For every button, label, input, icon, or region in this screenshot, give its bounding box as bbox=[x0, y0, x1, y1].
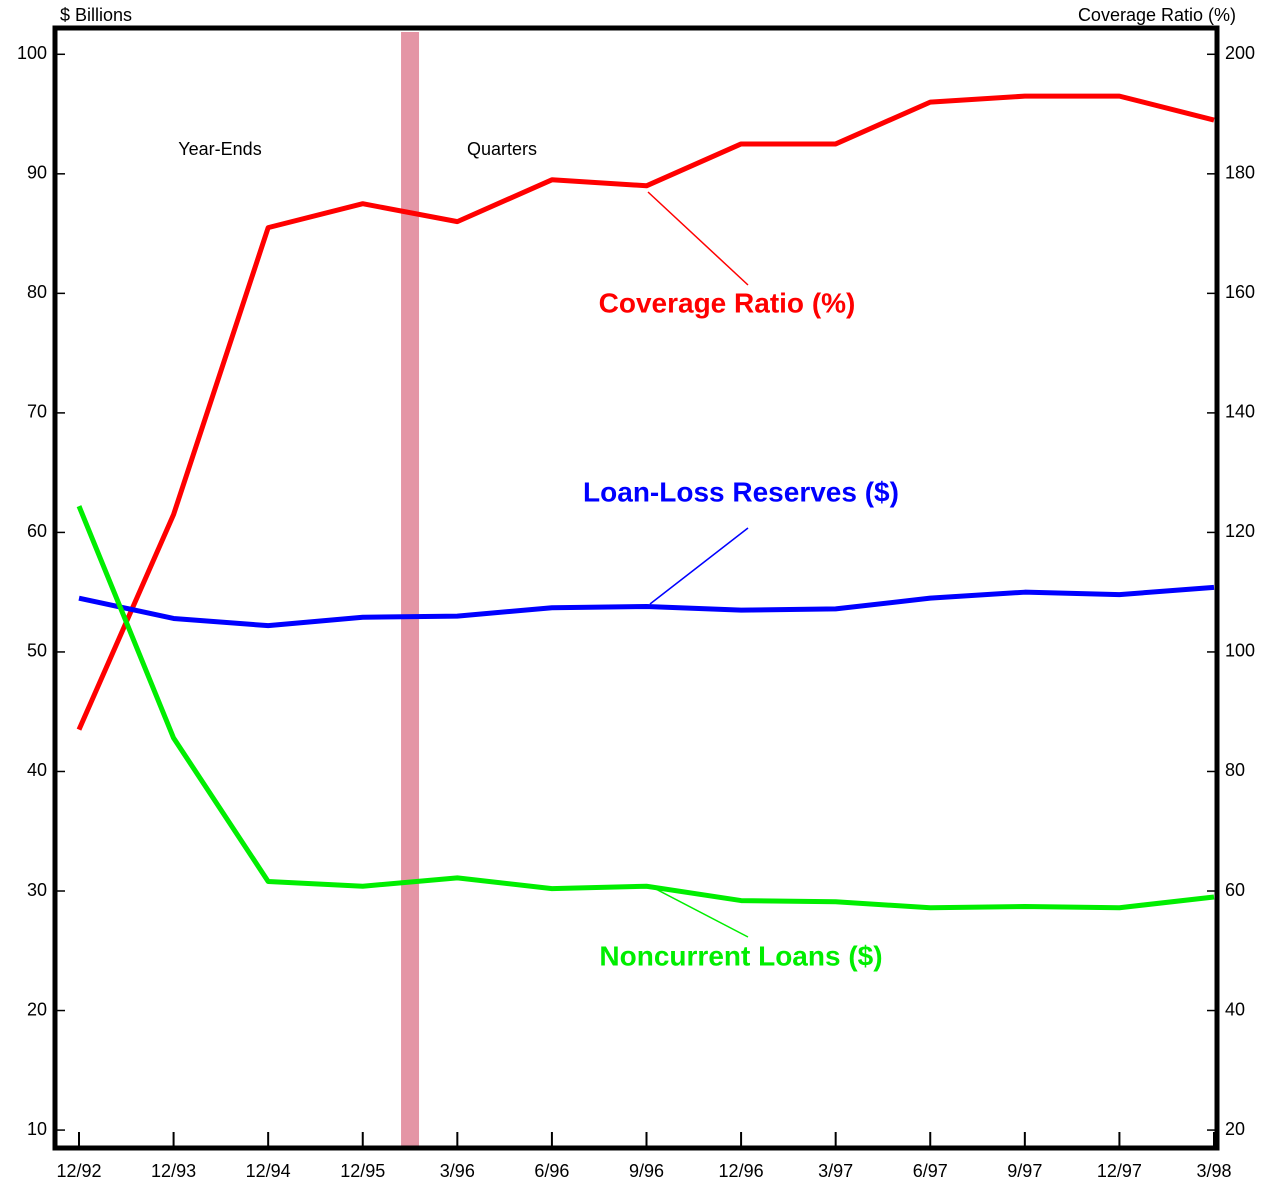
annotation: Quarters bbox=[467, 139, 537, 159]
y2-tick-label: 140 bbox=[1225, 402, 1255, 422]
y2-tick-label: 180 bbox=[1225, 163, 1255, 183]
x-tick-label: 12/92 bbox=[56, 1161, 101, 1181]
y2-tick-label: 40 bbox=[1225, 999, 1245, 1019]
y-tick-label: 30 bbox=[27, 880, 47, 900]
y2-tick-label: 60 bbox=[1225, 880, 1245, 900]
series-line bbox=[78, 584, 1215, 629]
x-tick-label: 12/97 bbox=[1097, 1161, 1142, 1181]
annotation: Year-Ends bbox=[178, 139, 261, 159]
x-tick-label: 12/93 bbox=[151, 1161, 196, 1181]
y-tick-label: 20 bbox=[27, 999, 47, 1019]
plot-frame bbox=[52, 25, 1220, 1151]
x-tick-label: 9/97 bbox=[1007, 1161, 1042, 1181]
y-axis-label: $ Billions bbox=[60, 5, 132, 25]
y-tick-label: 50 bbox=[27, 641, 47, 661]
y-tick-label: 10 bbox=[27, 1119, 47, 1139]
y-tick-label: 100 bbox=[17, 43, 47, 63]
x-tick-label: 12/95 bbox=[340, 1161, 385, 1181]
x-tick-label: 6/96 bbox=[534, 1161, 569, 1181]
y2-tick-label: 160 bbox=[1225, 282, 1255, 302]
series-line bbox=[76, 505, 1215, 911]
y-tick-label: 40 bbox=[27, 760, 47, 780]
y2-tick-label: 20 bbox=[1225, 1119, 1245, 1139]
series-label: Noncurrent Loans ($) bbox=[599, 940, 882, 971]
series-label: Loan-Loss Reserves ($) bbox=[583, 476, 899, 507]
period-divider bbox=[401, 32, 420, 1148]
x-tick-label: 12/96 bbox=[719, 1161, 764, 1181]
x-tick-label: 3/97 bbox=[818, 1161, 853, 1181]
series-line bbox=[76, 93, 1215, 731]
x-tick-label: 12/94 bbox=[246, 1161, 291, 1181]
x-tick-label: 6/97 bbox=[913, 1161, 948, 1181]
x-tick-label: 9/96 bbox=[629, 1161, 664, 1181]
series-label: Coverage Ratio (%) bbox=[599, 287, 856, 318]
leader-line bbox=[647, 191, 749, 286]
y2-tick-label: 100 bbox=[1225, 641, 1255, 661]
x-tick-label: 3/96 bbox=[440, 1161, 475, 1181]
x-tick-label: 3/98 bbox=[1196, 1161, 1231, 1181]
y2-tick-label: 200 bbox=[1225, 43, 1255, 63]
y2-axis-label: Coverage Ratio (%) bbox=[1078, 5, 1236, 25]
leader-line bbox=[649, 527, 749, 605]
y2-tick-label: 80 bbox=[1225, 760, 1245, 780]
leader-line bbox=[649, 885, 749, 938]
y-tick-label: 90 bbox=[27, 163, 47, 183]
y2-tick-label: 120 bbox=[1225, 521, 1255, 541]
y-tick-label: 80 bbox=[27, 282, 47, 302]
y-tick-label: 60 bbox=[27, 521, 47, 541]
y-tick-label: 70 bbox=[27, 402, 47, 422]
